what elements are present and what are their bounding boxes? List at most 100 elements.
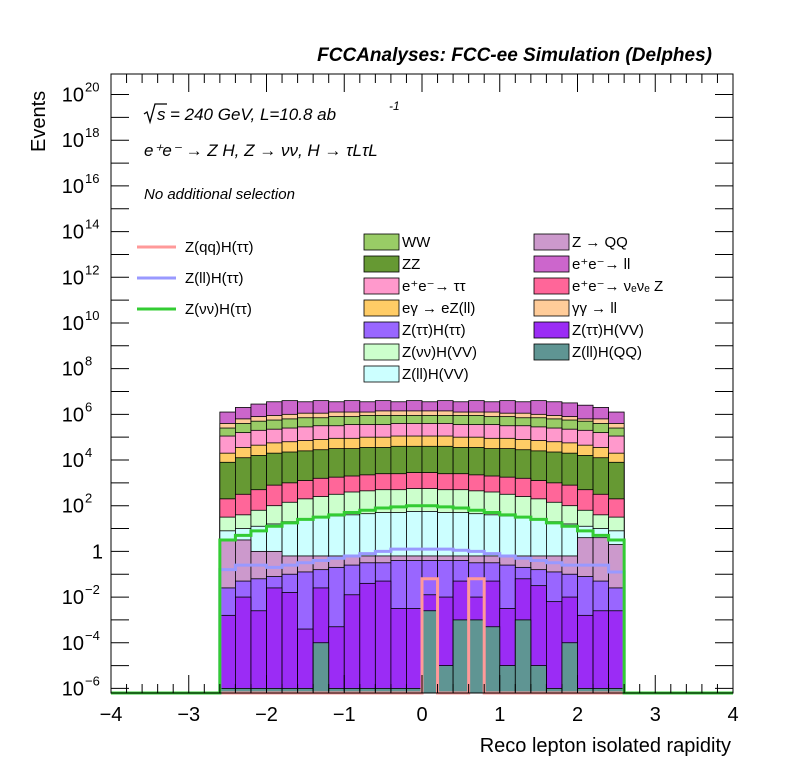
bar-ZllHQQ [514, 619, 532, 694]
y-axis-label: Events [28, 91, 50, 152]
bar-ZttHVV [592, 610, 609, 694]
legend-label: Z(νν)H(ττ) [185, 301, 252, 318]
bar-ZttHVV [390, 608, 407, 694]
legend-label: e⁺e⁻→ νₑνₑ Z [572, 278, 663, 295]
svg-text:−2: −2 [85, 582, 100, 597]
svg-text:18: 18 [85, 125, 99, 140]
bar-ZllHQQ [437, 665, 454, 694]
bar-ZllHQQ [468, 619, 485, 694]
x-tick-label: 4 [727, 704, 738, 726]
bar-ZllHQQ [421, 610, 438, 694]
y-tick-label: 10 18 [62, 125, 100, 152]
legend-swatch-ZQQ [533, 233, 570, 251]
svg-text:10: 10 [62, 130, 84, 152]
legend-label: Z(ll)H(VV) [402, 366, 469, 383]
bar-ZttHVV [406, 608, 423, 694]
svg-text:10: 10 [62, 450, 84, 472]
legend-label: Z → QQ [572, 234, 628, 251]
y-tick-label: 10 −6 [62, 673, 100, 700]
svg-text:10: 10 [62, 222, 84, 244]
legend-label: Z(νν)H(VV) [402, 344, 477, 361]
bar-ZllHQQ [483, 626, 501, 694]
legend-swatch-eetautau [363, 277, 400, 295]
legend-label: e⁺e⁻→ ττ [402, 278, 466, 295]
legend-label: Z(ll)H(ττ) [185, 270, 244, 287]
svg-text:8: 8 [85, 354, 92, 369]
bar-ZttHVV [343, 594, 361, 694]
legend-swatch-ZZ [363, 255, 400, 273]
y-tick-label: 10 2 [62, 491, 92, 518]
legend-swatch-ZvvHVV [363, 343, 400, 361]
y-tick-label: 10 20 [62, 80, 100, 107]
bar-ZttHVV [546, 601, 563, 694]
bar-ZttHVV [374, 580, 392, 694]
y-tick-label: 10 12 [62, 262, 100, 289]
x-tick-label: −2 [255, 704, 278, 726]
x-tick-label: 2 [572, 704, 583, 726]
bar-ZttHVV [608, 610, 625, 694]
legend-swatch-WW [363, 233, 400, 251]
svg-text:12: 12 [85, 262, 99, 277]
svg-text:10: 10 [62, 633, 84, 655]
svg-text:1: 1 [92, 541, 103, 563]
process-text: e⁺e⁻ → Z H, Z → νν, H → τLτL [144, 141, 378, 160]
legend-label: ZZ [402, 256, 420, 273]
svg-text:14: 14 [85, 217, 99, 232]
legend-swatch-yyll [533, 299, 570, 317]
legend-swatch-eell [533, 255, 570, 273]
x-tick-label: −3 [177, 704, 200, 726]
bar-ZttHVV [328, 626, 345, 694]
svg-text:2: 2 [85, 491, 92, 506]
bar-ZttHVV [577, 614, 594, 694]
svg-text:10: 10 [62, 176, 84, 198]
bar-ZllHQQ [312, 642, 330, 694]
bar-ZllHQQ [452, 619, 470, 694]
svg-text:6: 6 [85, 399, 92, 414]
x-tick-label: 0 [416, 704, 427, 726]
legend-label: eγ → eZ(ll) [402, 300, 475, 317]
x-tick-label: −1 [333, 704, 356, 726]
plot-title: FCCAnalyses: FCC-ee Simulation (Delphes) [317, 45, 712, 66]
svg-text:10: 10 [62, 85, 84, 107]
legend-label: γγ → ll [572, 300, 617, 317]
y-tick-label: 10 16 [62, 171, 100, 198]
svg-text:20: 20 [85, 80, 99, 95]
bar-ZttHVV [234, 596, 252, 694]
legend-swatch-eeZll [363, 299, 400, 317]
svg-text:−6: −6 [85, 673, 100, 688]
svg-text:16: 16 [85, 171, 99, 186]
legend-label: WW [402, 234, 431, 251]
energy-lumi-text: = 240 GeV, L=10.8 ab [170, 105, 336, 124]
svg-text:10: 10 [62, 359, 84, 381]
svg-text:10: 10 [62, 587, 84, 609]
legend-swatch-ZttHtt [363, 321, 400, 339]
legend-label: Z(ll)H(QQ) [572, 344, 642, 361]
svg-text:−4: −4 [85, 628, 100, 643]
svg-text:10: 10 [85, 308, 99, 323]
legend-label: Z(ττ)H(ττ) [402, 322, 466, 339]
bar-ZttHVV [266, 587, 283, 694]
legend: Z(qq)H(ττ) Z(ll)H(ττ) Z(νν)H(ττ) WW ZZ e⁺e⁻→ … [137, 233, 663, 383]
svg-text:10: 10 [62, 678, 84, 700]
x-tick-label: −4 [100, 704, 123, 726]
y-tick-label: 10 6 [62, 399, 92, 426]
legend-swatch-ZttHVV [533, 321, 570, 339]
legend-label: Z(qq)H(ττ) [185, 239, 254, 256]
s-symbol: s [157, 105, 166, 124]
x-tick-label: 1 [494, 704, 505, 726]
bar-ZttHVV [281, 592, 298, 694]
legend-label: Z(ττ)H(VV) [572, 322, 644, 339]
y-tick-label: 10 −2 [62, 582, 100, 609]
selection-text: No additional selection [144, 186, 295, 203]
svg-text:10: 10 [62, 404, 84, 426]
bar-ZttHVV [219, 614, 236, 694]
energy-annotation: s = 240 GeV, L=10.8 ab -1 [143, 99, 400, 125]
bar-ZttHVV [359, 582, 376, 694]
bar-ZllHQQ [530, 665, 547, 694]
bar-ZllHQQ [561, 642, 578, 694]
y-tick-label: 10 −4 [62, 628, 100, 655]
y-tick-label: 10 4 [62, 445, 92, 472]
y-tick-label: 10 14 [62, 217, 100, 244]
